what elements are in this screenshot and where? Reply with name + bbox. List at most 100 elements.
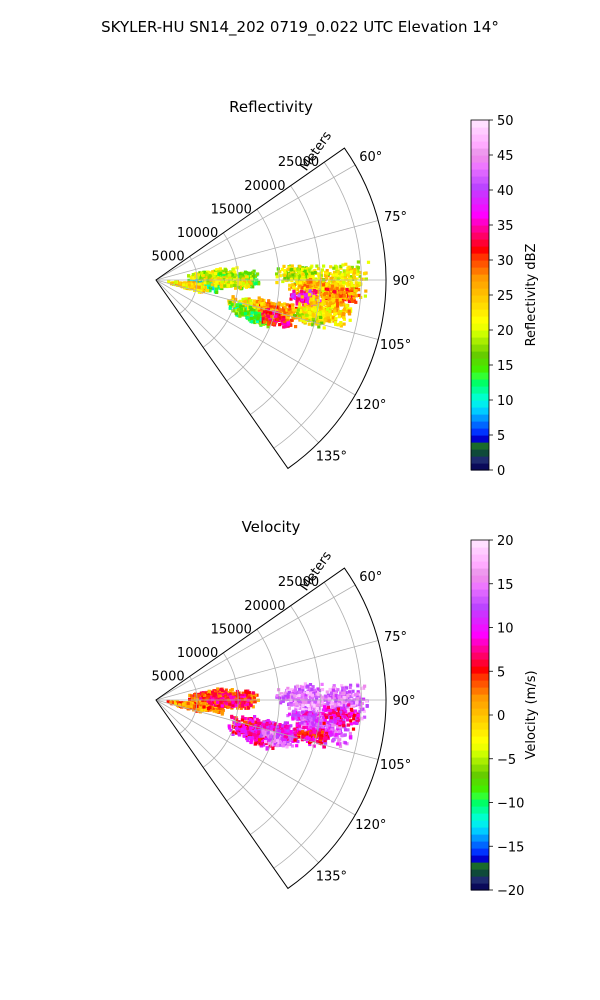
echo-gate (248, 697, 252, 701)
echo-cell (260, 729, 295, 749)
echo-gate (332, 307, 337, 311)
echo-gate (283, 305, 287, 310)
echo-gate (267, 738, 271, 742)
echo-gate (283, 325, 287, 329)
echo-gate (307, 293, 312, 297)
echo-gate (220, 286, 224, 291)
echo-gate (240, 697, 244, 702)
echo-gate (220, 704, 224, 708)
echo-gate (286, 695, 290, 699)
colorbar-segment (471, 372, 489, 380)
echo-gate (293, 313, 297, 318)
echo-gate (315, 690, 319, 694)
echo-gate (307, 318, 311, 323)
echo-gate (298, 284, 302, 288)
echo-gate (244, 720, 248, 724)
echo-gate (257, 313, 261, 317)
echo-gate (305, 284, 310, 289)
echo-gate (305, 315, 309, 319)
azimuth-tick-label: 135° (316, 449, 347, 464)
echo-gate (252, 306, 256, 310)
echo-gate (201, 695, 205, 699)
echo-gate (278, 270, 282, 274)
echo-gate (331, 316, 335, 320)
echo-gate (339, 264, 343, 268)
echo-gate (221, 710, 225, 714)
echo-gate (292, 689, 296, 694)
echo-gate (315, 295, 319, 300)
colorbar-segment (471, 232, 489, 240)
echo-gate (201, 273, 205, 277)
echo-gate (291, 284, 295, 289)
echo-gate (183, 281, 187, 285)
echo-gate (291, 315, 295, 319)
colorbar-segment (471, 414, 489, 422)
echo-gate (345, 269, 350, 273)
colorbar-segment (471, 309, 489, 317)
colorbar-segment (471, 211, 489, 219)
colorbar-segment (471, 253, 489, 261)
echo-gate (281, 699, 285, 703)
echo-gate (289, 313, 293, 317)
echo-gate (320, 291, 324, 295)
echo-gate (249, 319, 253, 324)
echo-gate (283, 722, 287, 726)
echo-gate (316, 311, 320, 316)
echo-gate (249, 299, 253, 303)
colorbar-segment (471, 295, 489, 303)
echo-gate (287, 310, 292, 314)
echo-gate (272, 739, 277, 743)
echo-gate (244, 732, 248, 736)
colorbar-segment (471, 442, 489, 450)
colorbar-segment (471, 330, 489, 338)
echo-gate (293, 733, 297, 737)
echo-gate (290, 693, 294, 697)
echo-gate (251, 285, 255, 289)
echo-gate (293, 294, 297, 298)
echo-gate (347, 265, 351, 269)
echo-gate (230, 284, 234, 288)
echo-gate (167, 279, 171, 283)
echo-gate (249, 302, 253, 306)
echo-gate (217, 694, 221, 698)
echo-gate (334, 317, 338, 321)
echo-gate (280, 693, 284, 697)
echo-gate (220, 273, 224, 277)
echo-gate (285, 721, 289, 725)
echo-gate (173, 702, 178, 706)
echo-gate (338, 274, 342, 278)
echo-gate (351, 299, 355, 303)
echo-gate (206, 289, 210, 293)
echo-gate (342, 269, 346, 273)
colorbar-segment (471, 218, 489, 226)
sector-outline (155, 147, 387, 470)
echo-gate (334, 322, 338, 326)
echo-gate (278, 274, 282, 278)
echo-gate (345, 288, 349, 292)
echo-gate (263, 725, 267, 729)
echo-gate (214, 284, 218, 288)
echo-gate (220, 689, 224, 693)
echo-gate (362, 277, 366, 281)
echo-gate (332, 298, 336, 302)
azimuth-tick-label: 60° (359, 150, 382, 165)
echo-gate (258, 724, 262, 728)
echo-gate (245, 702, 249, 706)
echo-gate (353, 277, 357, 281)
echo-gate (314, 279, 318, 283)
echo-gate (266, 314, 271, 319)
echo-gate (364, 289, 368, 293)
echo-gate (309, 266, 313, 270)
echo-gate (283, 691, 287, 695)
echo-gate (229, 704, 233, 708)
echo-gate (239, 275, 243, 279)
colorbar-segment (471, 463, 489, 471)
echo-gate (254, 311, 258, 315)
echo-gate (350, 281, 354, 285)
echo-gate (261, 734, 265, 738)
echo-gate (363, 294, 367, 298)
echo-gate (243, 308, 247, 312)
echo-gate (289, 724, 293, 728)
